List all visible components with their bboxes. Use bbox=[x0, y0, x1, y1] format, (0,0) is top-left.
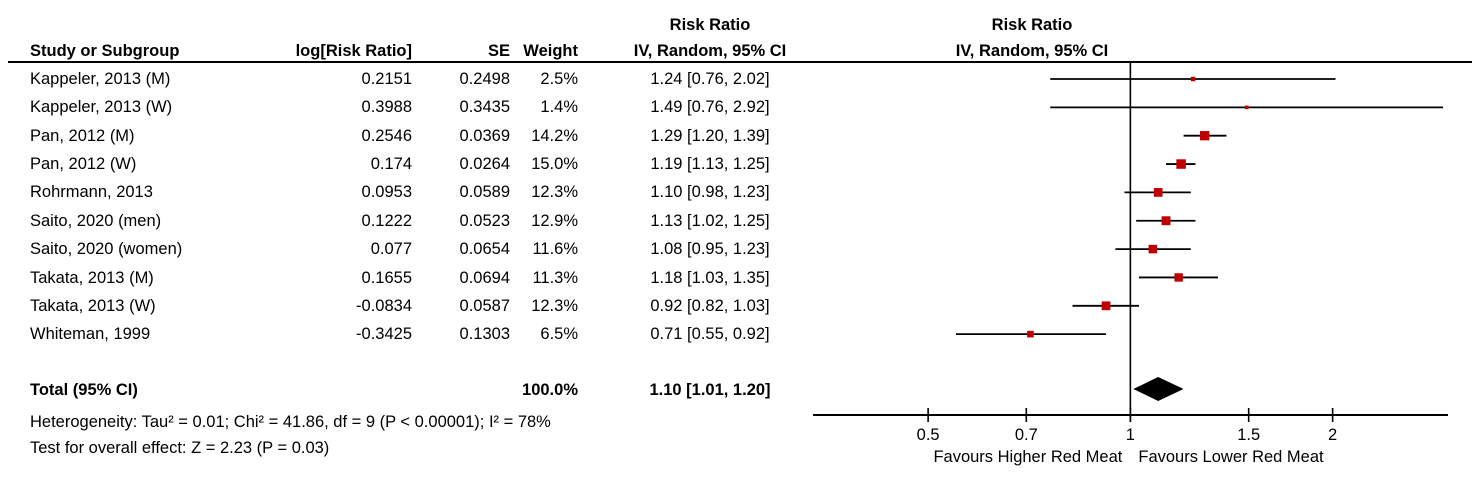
study-ci: 1.13 [1.02, 1.25] bbox=[650, 211, 770, 230]
study-log-rr: 0.3988 bbox=[361, 98, 412, 117]
study-weight: 2.5% bbox=[540, 70, 578, 88]
study-name: Pan, 2012 (W) bbox=[30, 155, 137, 174]
study-name: Whiteman, 1999 bbox=[30, 325, 151, 344]
column-header-log-risk-ratio: log[Risk Ratio] bbox=[295, 42, 412, 60]
effect-square bbox=[1244, 105, 1249, 110]
study-log-rr: 0.077 bbox=[370, 240, 412, 259]
effect-square bbox=[1161, 216, 1171, 226]
plot-header-ci: IV, Random, 95% CI bbox=[955, 42, 1109, 60]
study-se: 0.1303 bbox=[459, 325, 510, 344]
column-header-study: Study or Subgroup bbox=[30, 42, 180, 60]
total-row-label: Total (95% CI) bbox=[30, 381, 138, 399]
study-se: 0.0694 bbox=[459, 268, 510, 287]
study-ci: 0.71 [0.55, 0.92] bbox=[650, 325, 770, 344]
study-se: 0.3435 bbox=[459, 98, 510, 117]
study-ci: 1.24 [0.76, 2.02] bbox=[650, 70, 770, 88]
study-log-rr: 0.1222 bbox=[361, 211, 412, 230]
effect-square bbox=[1101, 301, 1111, 311]
study-name: Saito, 2020 (women) bbox=[30, 240, 183, 259]
axis-tick-label: 0.7 bbox=[1015, 426, 1038, 444]
effect-square bbox=[1174, 273, 1183, 282]
study-weight: 1.4% bbox=[540, 98, 578, 117]
study-weight: 12.3% bbox=[531, 183, 578, 202]
study-log-rr: 0.174 bbox=[370, 155, 412, 174]
study-ci: 1.19 [1.13, 1.25] bbox=[650, 155, 770, 174]
total-diamond bbox=[1133, 377, 1184, 401]
study-name: Kappeler, 2013 (W) bbox=[30, 98, 173, 117]
study-log-rr: -0.3425 bbox=[356, 325, 412, 344]
column-header-se: SE bbox=[487, 42, 510, 60]
study-name: Takata, 2013 (M) bbox=[30, 268, 154, 287]
study-log-rr: 0.0953 bbox=[361, 183, 412, 202]
favours-right-label: Favours Lower Red Meat bbox=[1138, 448, 1324, 466]
study-name: Saito, 2020 (men) bbox=[30, 211, 162, 230]
column-header-ci: IV, Random, 95% CI bbox=[633, 42, 787, 60]
study-log-rr: 0.2151 bbox=[361, 70, 412, 88]
study-ci: 0.92 [0.82, 1.03] bbox=[650, 296, 770, 315]
study-se: 0.0654 bbox=[459, 240, 510, 259]
study-name: Takata, 2013 (W) bbox=[30, 296, 156, 315]
effect-square bbox=[1190, 76, 1196, 82]
study-weight: 12.3% bbox=[531, 296, 578, 315]
study-name: Rohrmann, 2013 bbox=[30, 183, 153, 202]
heterogeneity-stats: Heterogeneity: Tau² = 0.01; Chi² = 41.86… bbox=[30, 413, 551, 431]
study-weight: 6.5% bbox=[540, 325, 578, 344]
axis-tick-label: 0.5 bbox=[917, 426, 940, 444]
plot-header-risk-ratio: Risk Ratio bbox=[991, 16, 1073, 34]
favours-left-label: Favours Higher Red Meat bbox=[933, 448, 1122, 466]
study-ci: 1.29 [1.20, 1.39] bbox=[650, 126, 770, 145]
effect-square bbox=[1176, 159, 1186, 169]
study-ci: 1.08 [0.95, 1.23] bbox=[650, 240, 770, 259]
total-row-ci: 1.10 [1.01, 1.20] bbox=[649, 381, 771, 399]
study-weight: 14.2% bbox=[531, 126, 578, 145]
study-se: 0.0589 bbox=[459, 183, 510, 202]
study-weight: 15.0% bbox=[531, 155, 578, 174]
effect-square bbox=[1148, 244, 1158, 254]
effect-square bbox=[1153, 188, 1163, 197]
study-se: 0.0587 bbox=[459, 296, 510, 315]
total-row-weight: 100.0% bbox=[522, 381, 578, 399]
study-weight: 11.6% bbox=[532, 240, 578, 259]
study-se: 0.0523 bbox=[459, 211, 510, 230]
study-log-rr: 0.2546 bbox=[361, 126, 412, 145]
study-weight: 11.3% bbox=[532, 268, 578, 287]
study-ci: 1.49 [0.76, 2.92] bbox=[650, 98, 770, 117]
study-weight: 12.9% bbox=[531, 211, 578, 230]
study-ci: 1.18 [1.03, 1.35] bbox=[650, 268, 770, 287]
study-log-rr: 0.1655 bbox=[361, 268, 412, 287]
effect-square bbox=[1200, 131, 1210, 141]
column-header-weight: Weight bbox=[523, 42, 578, 60]
study-name: Kappeler, 2013 (M) bbox=[30, 70, 171, 88]
study-name: Pan, 2012 (M) bbox=[30, 126, 135, 145]
study-se: 0.0369 bbox=[459, 126, 510, 145]
effect-square bbox=[1027, 330, 1034, 338]
study-log-rr: -0.0834 bbox=[356, 296, 412, 315]
study-ci: 1.10 [0.98, 1.23] bbox=[650, 183, 770, 202]
axis-tick-label: 1 bbox=[1126, 426, 1135, 444]
study-se: 0.0264 bbox=[459, 155, 510, 174]
axis-tick-label: 1.5 bbox=[1237, 426, 1260, 444]
axis-tick-label: 2 bbox=[1328, 426, 1337, 444]
study-se: 0.2498 bbox=[459, 70, 510, 88]
overall-effect-stats: Test for overall effect: Z = 2.23 (P = 0… bbox=[30, 439, 330, 457]
column-header-risk-ratio-left: Risk Ratio bbox=[669, 16, 751, 34]
